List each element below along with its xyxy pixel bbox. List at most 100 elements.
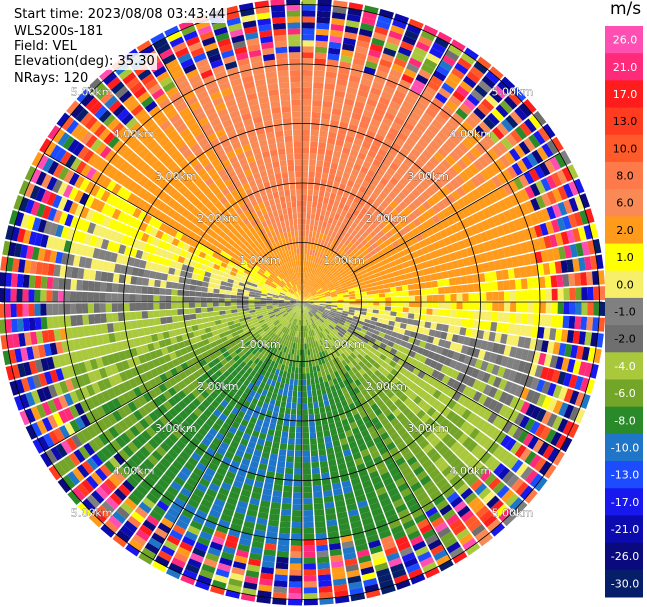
velocity-gate xyxy=(242,299,249,302)
velocity-gate xyxy=(315,286,321,291)
velocity-gate xyxy=(331,18,345,26)
velocity-gate xyxy=(290,551,302,558)
velocity-gate xyxy=(337,257,344,264)
velocity-gate xyxy=(477,393,488,405)
velocity-gate xyxy=(263,357,270,364)
velocity-gate xyxy=(359,560,373,570)
velocity-gate xyxy=(317,310,324,314)
velocity-gate xyxy=(283,320,288,327)
velocity-gate xyxy=(472,403,483,415)
velocity-gate xyxy=(232,480,244,489)
velocity-gate xyxy=(379,8,394,19)
velocity-gate xyxy=(382,47,397,57)
velocity-gate xyxy=(471,461,484,474)
velocity-gate xyxy=(344,357,351,365)
velocity-gate xyxy=(438,445,450,456)
velocity-gate xyxy=(336,376,343,384)
velocity-gate xyxy=(211,535,225,546)
velocity-gate xyxy=(201,399,211,409)
velocity-gate xyxy=(302,331,304,338)
velocity-gate xyxy=(430,224,440,234)
velocity-gate xyxy=(172,524,186,536)
velocity-gate xyxy=(338,202,345,210)
velocity-gate xyxy=(313,371,319,379)
velocity-gate xyxy=(424,175,434,186)
velocity-gate xyxy=(304,291,308,297)
velocity-gate xyxy=(317,443,326,450)
velocity-gate xyxy=(319,295,326,299)
velocity-gate xyxy=(505,257,514,269)
velocity-gate xyxy=(278,449,287,456)
velocity-gate xyxy=(226,374,235,382)
velocity-gate xyxy=(575,242,584,257)
velocity-gate xyxy=(429,156,440,167)
velocity-gate xyxy=(399,105,411,116)
velocity-gate xyxy=(337,299,344,302)
velocity-gate xyxy=(394,137,405,147)
velocity-gate xyxy=(467,457,479,470)
velocity-gate xyxy=(378,96,391,106)
velocity-gate xyxy=(506,455,519,470)
velocity-gate xyxy=(360,566,375,576)
velocity-gate xyxy=(307,354,312,362)
velocity-gate xyxy=(297,313,300,320)
velocity-gate xyxy=(414,545,429,557)
velocity-gate xyxy=(314,238,319,245)
velocity-gate xyxy=(483,438,495,451)
velocity-gate xyxy=(314,219,319,227)
velocity-gate xyxy=(347,285,354,290)
velocity-gate xyxy=(249,552,262,561)
velocity-gate xyxy=(307,305,313,309)
velocity-gate xyxy=(302,302,305,308)
velocity-gate xyxy=(488,386,498,398)
velocity-gate xyxy=(401,187,411,197)
velocity-gate xyxy=(457,383,467,394)
velocity-gate xyxy=(455,85,470,98)
velocity-gate xyxy=(259,394,266,402)
velocity-gate xyxy=(285,461,294,469)
velocity-gate xyxy=(391,240,400,248)
velocity-gate xyxy=(572,258,580,272)
velocity-gate xyxy=(426,197,437,207)
velocity-gate xyxy=(335,220,342,228)
velocity-gate xyxy=(330,23,344,32)
velocity-gate xyxy=(403,68,417,79)
velocity-gate xyxy=(194,432,205,442)
velocity-gate xyxy=(280,345,285,352)
velocity-gate xyxy=(194,302,201,308)
velocity-gate xyxy=(504,302,511,312)
velocity-gate xyxy=(313,491,323,498)
velocity-gate xyxy=(254,297,261,300)
velocity-gate xyxy=(539,289,546,301)
velocity-gate xyxy=(457,505,471,518)
velocity-gate xyxy=(454,276,462,285)
velocity-gate xyxy=(215,432,225,442)
velocity-gate xyxy=(295,307,299,313)
velocity-gate xyxy=(329,542,342,551)
velocity-gate xyxy=(244,350,252,357)
velocity-gate xyxy=(318,292,325,296)
velocity-gate xyxy=(557,185,568,201)
velocity-gate xyxy=(336,457,346,465)
velocity-gate xyxy=(344,98,355,107)
velocity-gate xyxy=(573,178,585,194)
velocity-gate xyxy=(164,437,175,448)
velocity-gate xyxy=(397,482,410,493)
velocity-gate xyxy=(360,388,369,397)
velocity-gate xyxy=(382,503,394,513)
velocity-gate xyxy=(540,366,550,380)
velocity-gate xyxy=(187,558,202,569)
velocity-gate xyxy=(465,328,473,337)
velocity-gate xyxy=(329,275,336,281)
velocity-gate xyxy=(487,204,498,217)
velocity-gate xyxy=(302,302,308,305)
velocity-gate xyxy=(268,385,275,393)
velocity-gate xyxy=(266,303,273,306)
velocity-gate xyxy=(387,352,395,360)
velocity-gate xyxy=(344,185,353,193)
velocity-gate xyxy=(581,241,590,256)
velocity-gate xyxy=(395,535,409,546)
velocity-gate xyxy=(396,152,406,162)
velocity-gate xyxy=(453,326,461,335)
velocity-gate xyxy=(187,498,200,509)
